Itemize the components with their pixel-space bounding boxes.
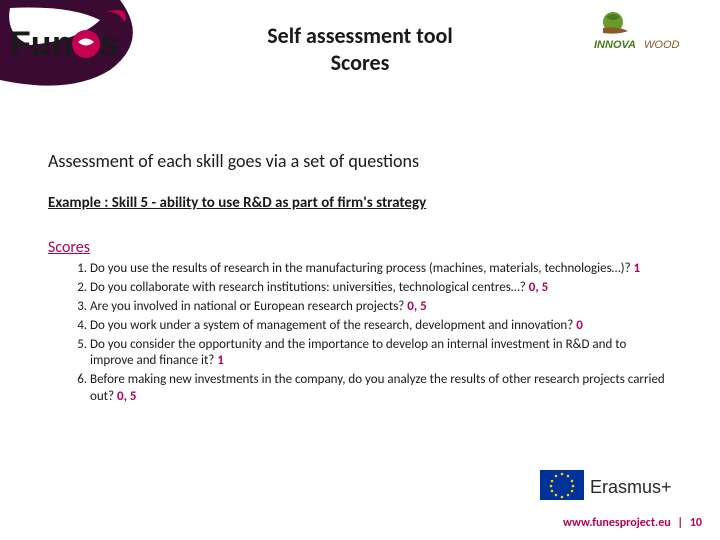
score-value: 1: [634, 261, 641, 276]
question-list: Do you use the results of research in th…: [48, 261, 672, 406]
svg-text:Erasmus+: Erasmus+: [590, 477, 672, 497]
score-value: 0, 5: [529, 280, 548, 295]
footer-url: www.funesproject.eu: [563, 516, 671, 530]
question-text: Do you consider the opportunity and the …: [90, 337, 626, 369]
question-text: Before making new investments in the com…: [90, 372, 665, 404]
example-heading: Example : Skill 5 - ability to use R&D a…: [48, 194, 672, 212]
list-item: Do you consider the opportunity and the …: [90, 337, 672, 371]
list-item: Do you collaborate with research institu…: [90, 280, 672, 297]
scores-heading: Scores: [48, 238, 672, 257]
question-text: Are you involved in national or European…: [90, 299, 407, 314]
footer-separator: |: [673, 516, 687, 530]
list-item: Do you use the results of research in th…: [90, 261, 672, 278]
footer: www.funesproject.eu | 10: [563, 516, 702, 530]
score-value: 0, 5: [407, 299, 426, 314]
title-line-1: Self assessment tool: [0, 22, 720, 49]
slide-title: Self assessment tool Scores: [0, 22, 720, 76]
list-item: Do you work under a system of management…: [90, 318, 672, 335]
page-number: 10: [690, 516, 702, 530]
list-item: Before making new investments in the com…: [90, 372, 672, 406]
assessment-intro: Assessment of each skill goes via a set …: [48, 150, 672, 172]
question-text: Do you use the results of research in th…: [90, 261, 634, 276]
question-text: Do you work under a system of management…: [90, 318, 576, 333]
question-text: Do you collaborate with research institu…: [90, 280, 529, 295]
score-value: 0, 5: [117, 389, 136, 404]
score-value: 0: [576, 318, 583, 333]
erasmus-logo: Erasmus+: [540, 468, 680, 504]
score-value: 1: [217, 353, 224, 368]
content-area: Assessment of each skill goes via a set …: [48, 150, 672, 408]
title-line-2: Scores: [0, 49, 720, 76]
list-item: Are you involved in national or European…: [90, 299, 672, 316]
